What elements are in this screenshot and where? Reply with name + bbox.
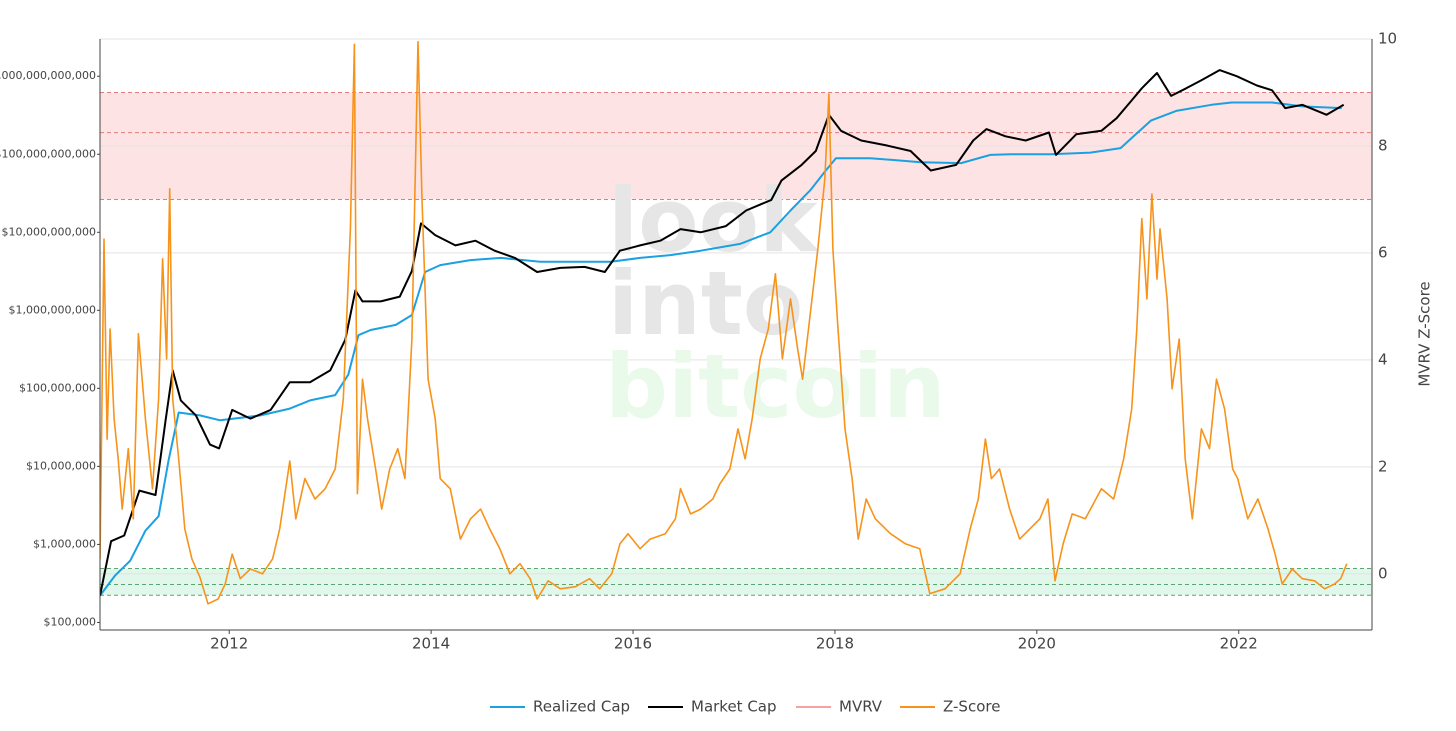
band [100, 568, 1372, 596]
legend-label: Market Cap [691, 698, 777, 716]
legend-label: MVRV [839, 698, 883, 716]
y2-tick-label: 2 [1378, 457, 1388, 475]
ticks: 0 2 4 6 8 10 $100,000 $1,000,000 $10,000,000 $100… [0, 30, 1397, 653]
legend: Realized Cap Market Cap MVRV Z-Score [490, 698, 1000, 716]
x-tick-label: 2012 [210, 635, 248, 653]
x-tick-label: 2014 [412, 635, 450, 653]
y-tick-label: $10,000,000 [26, 459, 96, 472]
y-tick-label: $100,000,000 [19, 381, 96, 394]
series-line [100, 101, 1342, 597]
y2-axis-title: MVRV Z-Score [1416, 281, 1434, 386]
plot-lines [100, 40, 1348, 605]
y2-tick-label: 4 [1378, 350, 1388, 368]
axes [99, 39, 1373, 631]
y-tick-label: $1,000,000,000 [9, 303, 96, 316]
y2-tick-label: 6 [1378, 243, 1388, 261]
legend-label: Realized Cap [533, 698, 630, 716]
x-tick-label: 2022 [1220, 635, 1258, 653]
y2-tick-label: 8 [1378, 136, 1388, 154]
grid [100, 38, 1372, 575]
legend-label: Z-Score [943, 698, 1000, 716]
y-tick-label: $1,000,000 [33, 537, 96, 550]
x-tick-label: 2016 [614, 635, 652, 653]
x-tick-label: 2020 [1018, 635, 1056, 653]
watermark-text: bitcoin [605, 335, 946, 438]
y2-tick-label: 0 [1378, 564, 1388, 582]
series-line [100, 69, 1345, 596]
series-line [100, 40, 1348, 605]
y2-tick-label: 10 [1378, 30, 1397, 48]
y-tick-label: $100,000 [44, 615, 97, 628]
watermark-text: look [608, 169, 820, 272]
y-tick-label: $10,000,000,000 [2, 225, 96, 238]
x-tick-label: 2018 [816, 635, 854, 653]
y-tick-label: $1,000,000,000,000 [0, 69, 96, 82]
y-tick-label: $100,000,000,000 [0, 147, 96, 160]
